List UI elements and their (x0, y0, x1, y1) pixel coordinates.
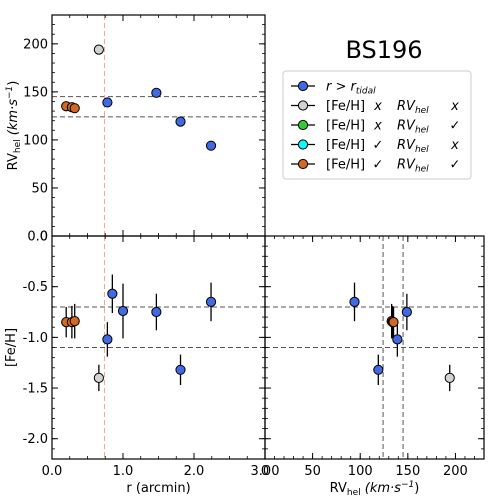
legend-entry-fe_no_rv_no: [Fe/H] x RVhel x (291, 99, 459, 116)
x-axis-bl-tick-label: 2.0 (184, 464, 205, 479)
legend-label-rv-flag: ✓ (450, 119, 461, 134)
y-axis-tl-tick-label: 150 (23, 85, 48, 100)
legend-label-feh-flag: ✓ (373, 138, 384, 153)
legend-label-feh: [Fe/H] (326, 138, 365, 153)
legend-entry-beyond_tidal: r > rtidal (291, 80, 376, 97)
legend-marker (297, 100, 309, 111)
data-point (102, 334, 113, 345)
y-axis-bl-tick-label: -0.5 (23, 280, 48, 295)
legend-marker (297, 80, 309, 92)
data-point (151, 87, 162, 98)
legend-label-feh-flag: x (373, 119, 382, 134)
data-point (107, 288, 118, 299)
data-point (69, 316, 80, 327)
data-point (373, 364, 384, 375)
figure-title: BS196 (345, 36, 422, 64)
y-axis-label-rv: RVhel (km·s−1) (5, 81, 23, 171)
legend-label-rv: RVhel (397, 99, 429, 116)
legend: r > rtidal[Fe/H] x RVhel x[Fe/H] x RVhel ✓[Fe/… (282, 70, 472, 180)
legend-label-feh: [Fe/H] (326, 99, 365, 114)
data-point (151, 306, 162, 318)
data-point (444, 372, 455, 384)
panel-feh-vs-radius: -0.5 -1.0 -1.5 -2.0 0.0 0.0 1.0 2.0 3.00 r (arcmi… (4, 230, 279, 497)
y-axis-tl-tick-label: 50 (31, 181, 48, 196)
legend-entry-fe_ok_rv_no: [Fe/H] ✓ RVhel x (291, 138, 459, 155)
legend-label-rv: RVhel (397, 138, 429, 155)
data-point (93, 44, 104, 55)
data-point (175, 116, 186, 127)
x-axis-br-tick-label: 50 (304, 464, 321, 479)
y-axis-label-feh: [Fe/H] (4, 328, 19, 367)
legend-label: r > rtidal (326, 80, 376, 97)
x-axis-bl-tick-label: 0.0 (42, 464, 63, 479)
legend-label-rv-flag: ✓ (450, 158, 461, 173)
plot-frame (51, 14, 266, 237)
legend-label-rv-flag: x (450, 138, 459, 153)
legend-marker (297, 119, 309, 131)
legend-entry-fe_no_rv_ok: [Fe/H] x RVhel ✓ (291, 119, 460, 136)
data-point (205, 296, 217, 307)
x-axis-bl-tick-label: 1.0 (113, 464, 134, 479)
legend-label-feh: [Fe/H] (326, 158, 365, 173)
data-point (93, 372, 104, 384)
y-axis-bl-tick-label: -2.0 (23, 432, 48, 447)
x-axis-br-tick-label: 100 (348, 464, 373, 479)
data-point (117, 305, 129, 317)
legend-entry-fe_ok_rv_ok: [Fe/H] ✓ RVhel ✓ (291, 158, 460, 175)
y-axis-tl-tick-label: 0 (40, 230, 48, 245)
x-axis-br-tick-label: 200 (443, 464, 468, 479)
y-axis-tl-tick-label: 100 (23, 133, 48, 148)
data-point (102, 97, 113, 108)
y-axis-tl-tick-label: 200 (23, 37, 48, 52)
x-axis-bl-tick-label: 3.00 (251, 464, 280, 479)
x-axis-br-tick-label: 0 (261, 464, 269, 479)
legend-label-rv: RVhel (397, 119, 429, 136)
data-point (175, 364, 186, 375)
legend-label-feh-flag: x (373, 99, 382, 114)
data-point (388, 317, 399, 328)
data-point (349, 296, 360, 307)
legend-marker (297, 139, 309, 150)
data-point (69, 103, 80, 114)
x-axis-label-radius: r (arcmin) (126, 481, 190, 496)
y-axis-bl-tick-label: -1.0 (23, 331, 48, 346)
data-point (401, 306, 412, 318)
y-axis-bl-tick-label: 0.0 (27, 230, 48, 245)
legend-label-rv: RVhel (397, 158, 429, 175)
legend-label-rv-flag: x (450, 99, 459, 114)
panel-feh-vs-rv: 0 50 100 150 200 RVhel (km·s−1) (261, 235, 485, 498)
x-axis-label-rv: RVhel (km·s−1) (330, 480, 420, 498)
x-axis-br-tick-label: 150 (395, 464, 420, 479)
legend-label-feh-flag: ✓ (373, 158, 384, 173)
data-point (205, 140, 217, 151)
legend-marker (297, 158, 309, 170)
panel-rv-vs-radius: 0 50 100 150 200 RVhel (km·s−1) (5, 14, 266, 245)
data-point (392, 334, 403, 345)
y-axis-bl-tick-label: -1.5 (23, 382, 48, 397)
legend-frame (282, 70, 472, 180)
legend-label-feh: [Fe/H] (326, 119, 365, 134)
